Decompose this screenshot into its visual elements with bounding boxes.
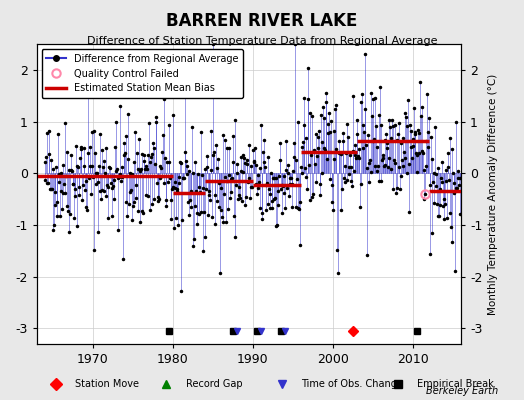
Text: Difference of Station Temperature Data from Regional Average: Difference of Station Temperature Data f… <box>87 36 437 46</box>
Text: Empirical Break: Empirical Break <box>417 379 494 389</box>
Text: Station Move: Station Move <box>75 379 139 389</box>
Text: BARREN RIVER LAKE: BARREN RIVER LAKE <box>166 12 358 30</box>
Text: Time of Obs. Change: Time of Obs. Change <box>301 379 403 389</box>
Text: Berkeley Earth: Berkeley Earth <box>425 386 498 396</box>
Legend: Difference from Regional Average, Quality Control Failed, Estimated Station Mean: Difference from Regional Average, Qualit… <box>41 49 243 98</box>
Y-axis label: Monthly Temperature Anomaly Difference (°C): Monthly Temperature Anomaly Difference (… <box>488 73 498 315</box>
Text: Record Gap: Record Gap <box>185 379 242 389</box>
